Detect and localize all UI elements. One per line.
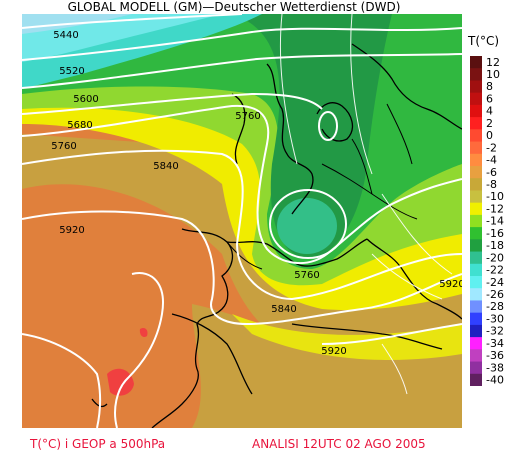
legend-label: -22 [486, 264, 504, 277]
legend-swatch [470, 337, 482, 350]
contour-label: 5840 [153, 161, 178, 172]
legend-label: -18 [486, 239, 504, 252]
warm-spot [107, 368, 134, 396]
legend-swatch [470, 104, 482, 118]
legend-label: -34 [486, 337, 504, 350]
footer-variable: T(°C) i GEOP a 500hPa [30, 437, 166, 451]
legend-label: -28 [486, 300, 504, 313]
legend-swatch [470, 68, 482, 81]
footer-analysis-time: ANALISI 12UTC 02 AGO 2005 [252, 437, 426, 451]
legend-swatch [470, 214, 482, 228]
legend-label: -6 [486, 166, 497, 179]
contour-label: 5760 [294, 270, 319, 281]
legend-swatch [470, 80, 482, 94]
legend-swatch [470, 166, 482, 179]
contour-label: 5840 [271, 304, 296, 315]
legend-swatch [470, 276, 482, 289]
legend-label: -20 [486, 251, 504, 264]
legend-swatch [470, 263, 482, 277]
legend-swatch [470, 227, 482, 240]
contour-label: 5920 [321, 346, 346, 357]
legend-label: -30 [486, 312, 504, 325]
legend-label: 8 [486, 80, 493, 93]
contour-labels: 5440 5520 5600 5680 5760 5760 5840 5920 5760 5840… [51, 30, 462, 357]
map-title: GLOBAL MODELL (GM)—Deutscher Wetterdiens… [67, 0, 401, 14]
contour-label: 5760 [51, 141, 76, 152]
legend-label: -16 [486, 227, 504, 240]
legend-label: -4 [486, 154, 497, 167]
legend-label: -2 [486, 141, 497, 154]
legend-swatch [470, 324, 482, 338]
contour-label: 5440 [53, 30, 78, 41]
legend-label: -36 [486, 349, 504, 362]
cold-core [277, 198, 337, 254]
legend-label: 6 [486, 92, 493, 105]
weather-map: 5440 5520 5600 5680 5760 5760 5840 5920 5760 5840… [22, 14, 462, 428]
legend-label: -26 [486, 288, 504, 301]
legend-swatch [470, 56, 482, 69]
legend-label: -12 [486, 202, 504, 215]
legend-label: 12 [486, 56, 500, 69]
legend-swatch [470, 251, 482, 265]
isotherms [279, 14, 453, 395]
contour-label: 5680 [67, 120, 92, 131]
legend-label: -10 [486, 190, 504, 203]
warm-spot-small [139, 327, 148, 338]
contour-label: 5520 [59, 66, 84, 77]
legend-label: 2 [486, 117, 493, 130]
legend-swatch [470, 141, 482, 155]
legend-label: -38 [486, 361, 504, 374]
legend-title: T(°C) [468, 34, 500, 48]
coastlines [91, 43, 462, 428]
yellow-zone-south [232, 314, 462, 360]
legend-swatch [470, 190, 482, 204]
legend-label: -8 [486, 178, 497, 191]
legend-swatch [470, 117, 482, 130]
legend-swatch [470, 312, 482, 326]
borders [226, 103, 418, 270]
legend-swatch [470, 288, 482, 301]
legend-label: 10 [486, 68, 500, 81]
contour-label: 5600 [73, 94, 98, 105]
legend-label: -32 [486, 325, 504, 338]
contour-label: 5760 [235, 111, 260, 122]
legend-label: -14 [486, 215, 504, 228]
legend-swatch [470, 300, 482, 314]
legend-swatch [470, 153, 482, 167]
legend-swatch [470, 239, 482, 253]
legend-swatch [470, 373, 482, 386]
geopotential-contours [22, 14, 462, 428]
legend-label: 0 [486, 129, 493, 142]
legend-swatch [470, 361, 482, 375]
legend-label: -40 [486, 374, 504, 386]
legend-swatch [470, 202, 482, 216]
legend-label: 4 [486, 105, 493, 118]
legend-swatch [470, 178, 482, 191]
legend-swatch [470, 92, 482, 106]
contour-label: 5920 [59, 225, 84, 236]
legend-label: -24 [486, 276, 504, 289]
temperature-legend: 121086420-2-4-6-8-10-12-14-16-18-20-22-2… [470, 56, 504, 386]
legend-swatch [470, 349, 482, 363]
contour-label: 5920 [439, 279, 462, 290]
legend-swatch [470, 129, 482, 143]
